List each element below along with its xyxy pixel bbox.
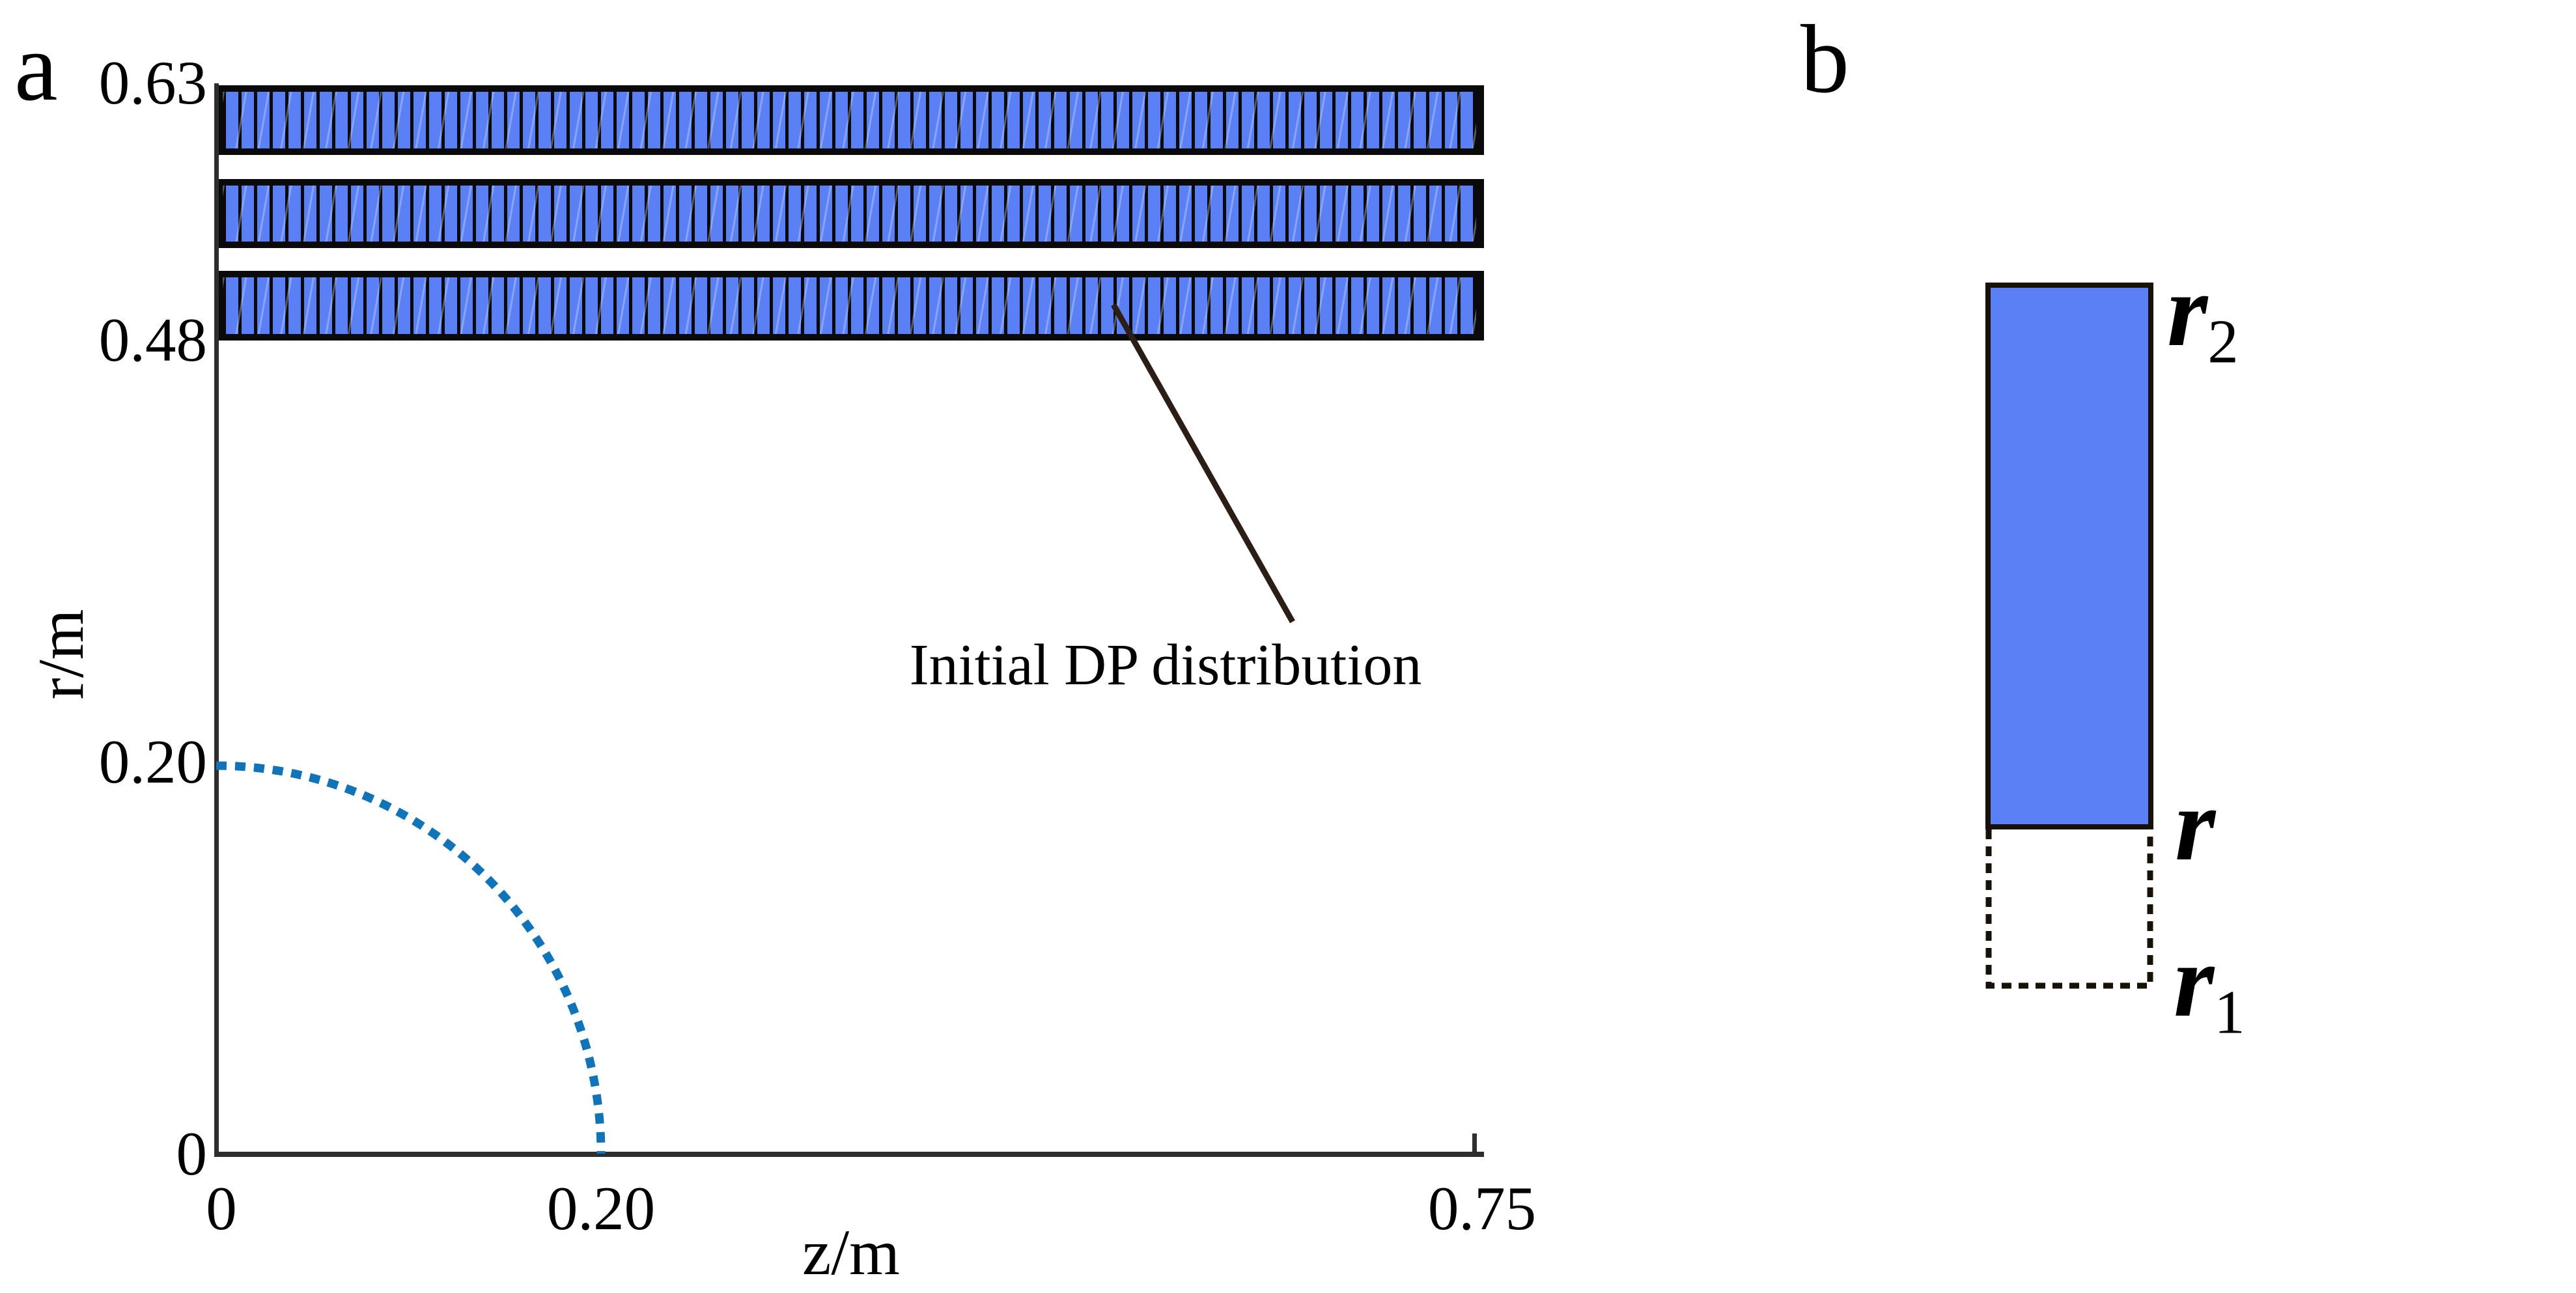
y-axis-title: r/m [25,609,97,700]
x-axis-tick-mark-075 [1472,1133,1477,1153]
dashed-boundary-arc [216,761,606,1154]
x-axis-line [214,1152,1484,1157]
panel-b-label: b [1800,5,1849,113]
panel-a-label: a [14,13,58,121]
y-tick-label-048: 0.48 [98,305,207,374]
r1-label-subscript: 1 [2214,977,2245,1047]
r2-label-subscript: 2 [2207,307,2239,376]
panel-b-dashed-region-outline [1985,829,2153,989]
r-label-base: r [2175,766,2216,882]
annotation-leader-line [1111,303,1295,624]
r-label: r [2175,772,2215,876]
dp-band-top [219,85,1484,155]
y-axis-line [214,83,219,1156]
r1-label-base: r [2174,923,2215,1038]
annotation-label: Initial DP distribution [909,633,1422,697]
panel-b-blue-column [1985,283,2153,829]
x-tick-label-0: 0 [206,1174,237,1243]
x-tick-label-020: 0.20 [546,1174,656,1243]
r2-label-base: r [2167,252,2208,368]
r2-label: r2 [2167,258,2239,372]
r1-label: r1 [2174,928,2245,1043]
y-tick-label-020: 0.20 [98,727,207,796]
dp-band-middle [219,179,1484,248]
y-tick-label-063: 0.63 [98,48,207,117]
dp-band-bottom [219,271,1484,341]
x-axis-title: z/m [802,1216,900,1288]
y-tick-label-0: 0 [176,1119,208,1188]
x-tick-label-075: 0.75 [1427,1174,1537,1243]
